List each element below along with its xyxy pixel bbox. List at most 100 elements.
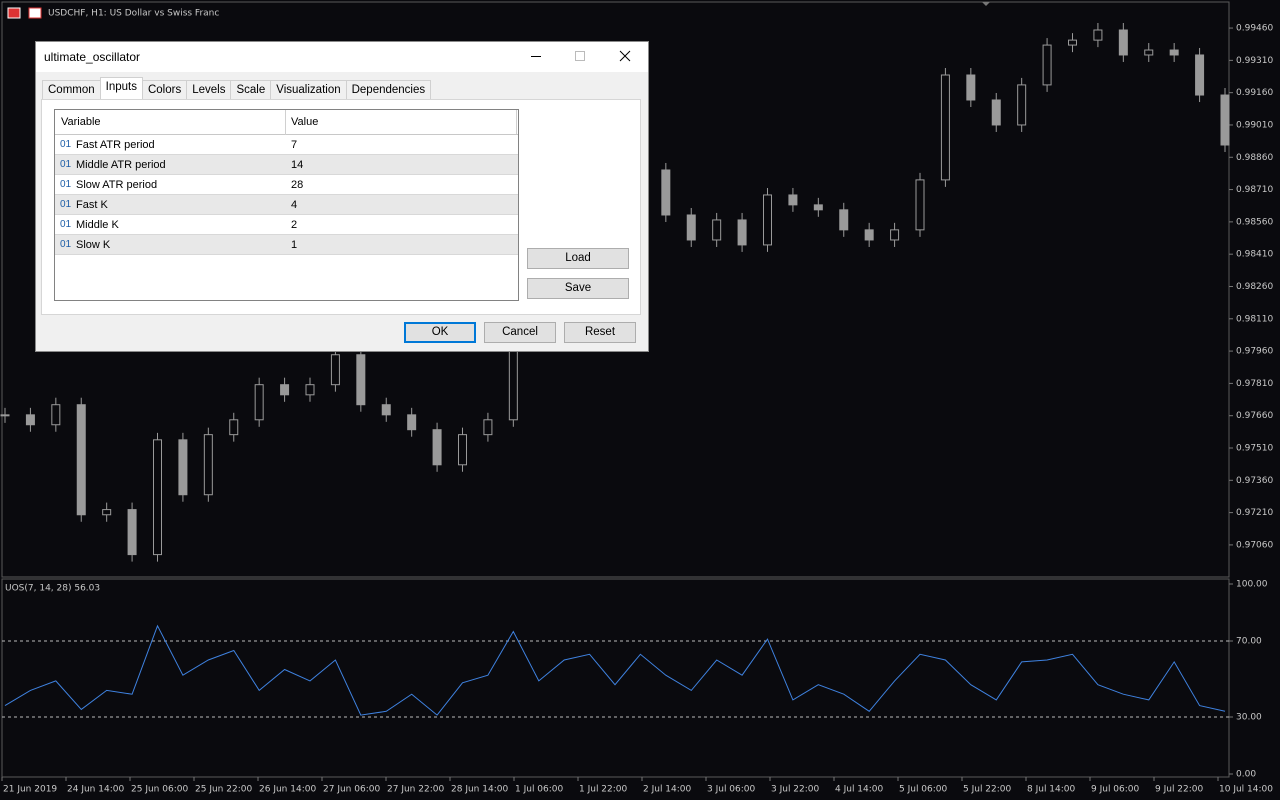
- candle-body: [254, 384, 264, 421]
- x-tick-label: 4 Jul 14:00: [835, 785, 884, 795]
- tab-panel: Variable Value 01 Fast ATR period 7 01 Middle …: [41, 99, 641, 315]
- tab[interactable]: Inputs: [99, 77, 143, 100]
- candle-body: [178, 439, 188, 496]
- y-tick-label: 0.97810: [1236, 379, 1273, 389]
- candle-body: [712, 219, 722, 241]
- candle-body: [1093, 29, 1103, 41]
- window-title: USDCHF, H1: US Dollar vs Swiss Franc: [48, 9, 219, 19]
- table-header: Variable Value: [55, 110, 518, 135]
- candle-body: [1017, 84, 1027, 126]
- shift-marker: [982, 2, 990, 6]
- candle-body: [458, 434, 467, 466]
- tab[interactable]: Visualization: [270, 80, 347, 100]
- candle-body: [1144, 49, 1154, 56]
- load-button[interactable]: Load: [527, 248, 629, 269]
- candle-body: [381, 404, 391, 416]
- row-icon: 01: [60, 159, 72, 170]
- candle-body: [915, 179, 925, 231]
- table-row[interactable]: 01 Fast K 4: [55, 195, 518, 215]
- x-tick-label: 1 Jul 06:00: [515, 785, 564, 795]
- candle-body: [102, 509, 112, 516]
- header-cell: Value: [291, 116, 319, 128]
- dialog: ultimate_oscillator Common Inputs Colors Le…: [35, 41, 649, 352]
- reset-button[interactable]: Reset: [564, 322, 636, 343]
- x-tick-label: 8 Jul 14:00: [1027, 785, 1076, 795]
- tab[interactable]: Dependencies: [345, 80, 432, 100]
- ok-button[interactable]: OK: [404, 322, 476, 343]
- oscillator-line: [4, 624, 1226, 716]
- x-tick-label: 5 Jul 06:00: [899, 785, 948, 795]
- candle-body: [686, 214, 696, 241]
- variable-name: Middle ATR period: [76, 159, 166, 171]
- y-tick-label: 0.98260: [1236, 282, 1273, 292]
- variable-name: Middle K: [76, 219, 119, 231]
- candle-body: [330, 354, 340, 386]
- header-cell: Variable: [61, 116, 101, 128]
- save-button[interactable]: Save: [527, 278, 629, 299]
- x-tick-label: 27 Jun 22:00: [387, 785, 444, 795]
- tab[interactable]: Common: [42, 80, 101, 100]
- table-row[interactable]: 01 Slow ATR period 28: [55, 175, 518, 195]
- tab-strip: Common Inputs Colors Levels Scale Visualizati…: [42, 77, 432, 100]
- cancel-button[interactable]: Cancel: [484, 322, 556, 343]
- indicator-title: UOS(7, 14, 28) 56.03: [5, 584, 100, 594]
- candle-body: [890, 229, 900, 241]
- candle-body: [51, 404, 61, 426]
- y-tick-label: 0.98560: [1236, 217, 1273, 227]
- table-row[interactable]: 01 Fast ATR period 7: [55, 135, 518, 155]
- variable-value: 7: [291, 139, 298, 151]
- row-icon: 01: [60, 199, 72, 210]
- candle-body: [153, 439, 162, 556]
- candle-body: [763, 194, 772, 246]
- candle-body: [1195, 54, 1205, 96]
- x-tick-label: 24 Jun 14:00: [67, 785, 124, 795]
- table-row[interactable]: 01 Middle ATR period 14: [55, 155, 518, 175]
- window-icon: [28, 7, 42, 19]
- candle-body: [1068, 39, 1077, 46]
- table-row[interactable]: 01 Middle K 2: [55, 215, 518, 235]
- y-tick-label: 0.98110: [1236, 314, 1273, 324]
- y-tick-label: 0.98410: [1236, 250, 1273, 260]
- variable-value: 28: [291, 179, 304, 191]
- oscillator-panel: [1, 578, 1230, 778]
- y-tick-label: 0.99010: [1236, 120, 1273, 130]
- x-tick-label: 3 Jul 22:00: [771, 785, 820, 795]
- y-tick-label: 100.00: [1236, 580, 1268, 590]
- tab[interactable]: Levels: [186, 80, 232, 100]
- y-tick-label: 0.97660: [1236, 411, 1273, 421]
- tab[interactable]: Colors: [141, 80, 188, 100]
- candle-body: [305, 384, 315, 396]
- inputs-table: Variable Value 01 Fast ATR period 7 01 Middle …: [54, 109, 519, 301]
- x-tick-label: 28 Jun 14:00: [451, 785, 508, 795]
- candle-body: [864, 229, 874, 241]
- row-icon: 01: [60, 179, 72, 190]
- x-tick-label: 25 Jun 06:00: [131, 785, 188, 795]
- dialog-title: ultimate_oscillator: [44, 50, 141, 64]
- candle-body: [407, 414, 417, 431]
- candle-body: [127, 509, 137, 556]
- x-tick-label: 26 Jun 14:00: [259, 785, 316, 795]
- x-tick-label: 5 Jul 22:00: [963, 785, 1012, 795]
- table-row[interactable]: 01 Slow K 1: [55, 235, 518, 255]
- candle-body: [76, 404, 86, 516]
- candle-body: [839, 209, 849, 231]
- close-button[interactable]: [619, 50, 631, 62]
- tab[interactable]: Scale: [230, 80, 272, 100]
- maximize-button[interactable]: [575, 51, 585, 61]
- y-tick-label: 0.97360: [1236, 476, 1273, 486]
- variable-name: Slow ATR period: [76, 179, 158, 191]
- candle-body: [737, 219, 747, 246]
- window-controls: [531, 50, 631, 62]
- variable-value: 4: [291, 199, 298, 211]
- y-tick-label: 0.98710: [1236, 185, 1273, 195]
- candle-body: [1169, 49, 1179, 56]
- x-tick-label: 10 Jul 14:00: [1219, 785, 1273, 795]
- y-tick-label: 70.00: [1236, 637, 1262, 647]
- candle-body: [991, 99, 1001, 126]
- variable-name: Fast K: [76, 199, 108, 211]
- y-tick-label: 0.97210: [1236, 508, 1273, 518]
- row-icon: 01: [60, 219, 72, 230]
- candle-body: [432, 429, 442, 466]
- y-tick-label: 0.97960: [1236, 347, 1273, 357]
